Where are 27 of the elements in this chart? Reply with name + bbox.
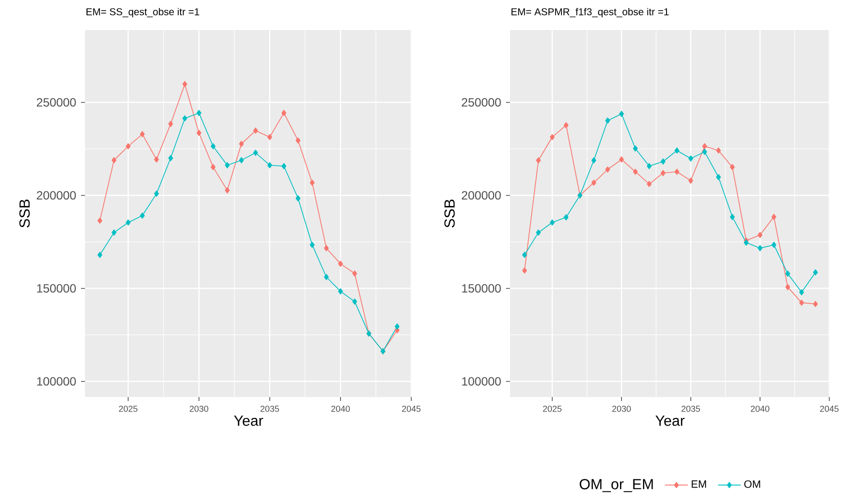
x-axis-title: Year: [234, 416, 264, 426]
y-tick-label: 250000: [36, 98, 76, 107]
chart-title: EM= SS_qest_obse itr =1: [86, 8, 200, 18]
y-axis-title: SSB: [444, 200, 455, 228]
x-tick-label: 2045: [402, 406, 421, 412]
y-tick-label: 150000: [37, 284, 76, 293]
y-tick-label: 100000: [37, 377, 76, 386]
x-tick-label: 2040: [331, 406, 350, 412]
y-tick-label: 150000: [462, 284, 501, 293]
y-axis-title: SSB: [19, 200, 30, 228]
x-tick-label: 2030: [190, 406, 208, 412]
x-tick-label: 2045: [820, 406, 839, 412]
x-tick-label: 2035: [682, 406, 700, 412]
x-tick-label: 2040: [750, 406, 770, 412]
x-tick-label: 2025: [118, 406, 138, 412]
legend-label: EM: [692, 480, 706, 488]
y-tick-label: 250000: [462, 98, 501, 107]
legend-title: OM_or_EM: [580, 478, 653, 492]
y-tick-label: 200000: [462, 191, 501, 200]
x-axis-title: Year: [655, 416, 685, 426]
y-tick-label: 200000: [36, 191, 76, 200]
legend-label: OM: [744, 480, 760, 488]
chart-title: EM= ASPMR_f1f3_qest_obse itr =1: [512, 8, 669, 18]
x-tick-label: 2030: [612, 406, 631, 412]
x-tick-label: 2035: [260, 406, 280, 412]
y-tick-label: 100000: [462, 377, 501, 386]
x-tick-label: 2025: [543, 406, 562, 412]
